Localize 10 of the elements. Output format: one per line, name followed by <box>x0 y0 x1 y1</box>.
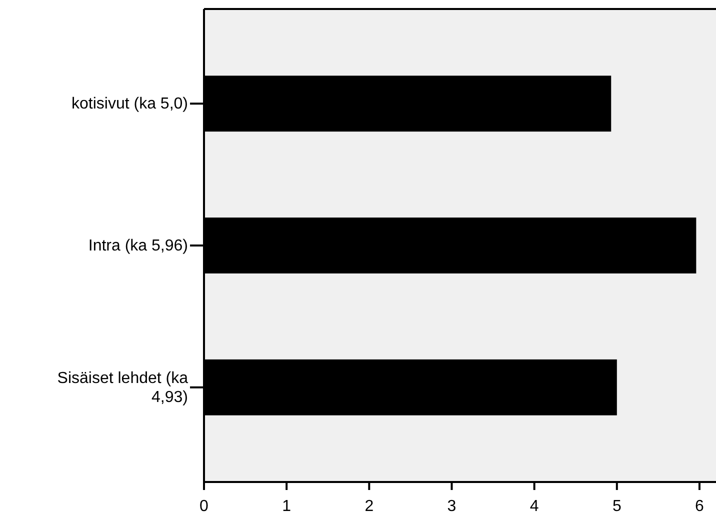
y-tick-label: Intra (ka 5,96) <box>88 238 188 254</box>
x-tick-label: 2 <box>364 498 374 515</box>
x-tick-label: 3 <box>447 498 456 515</box>
x-tick-label: 0 <box>200 498 209 515</box>
x-tick-label: 1 <box>282 498 292 515</box>
x-tick-label: 4 <box>530 498 539 515</box>
y-tick-label: Sisäiset lehdet (ka 4,93) <box>57 370 188 406</box>
y-tick-label: kotisivut (ka 5,0) <box>72 96 188 113</box>
x-tick-label: 5 <box>612 498 622 515</box>
x-tick-label: 6 <box>695 498 704 515</box>
